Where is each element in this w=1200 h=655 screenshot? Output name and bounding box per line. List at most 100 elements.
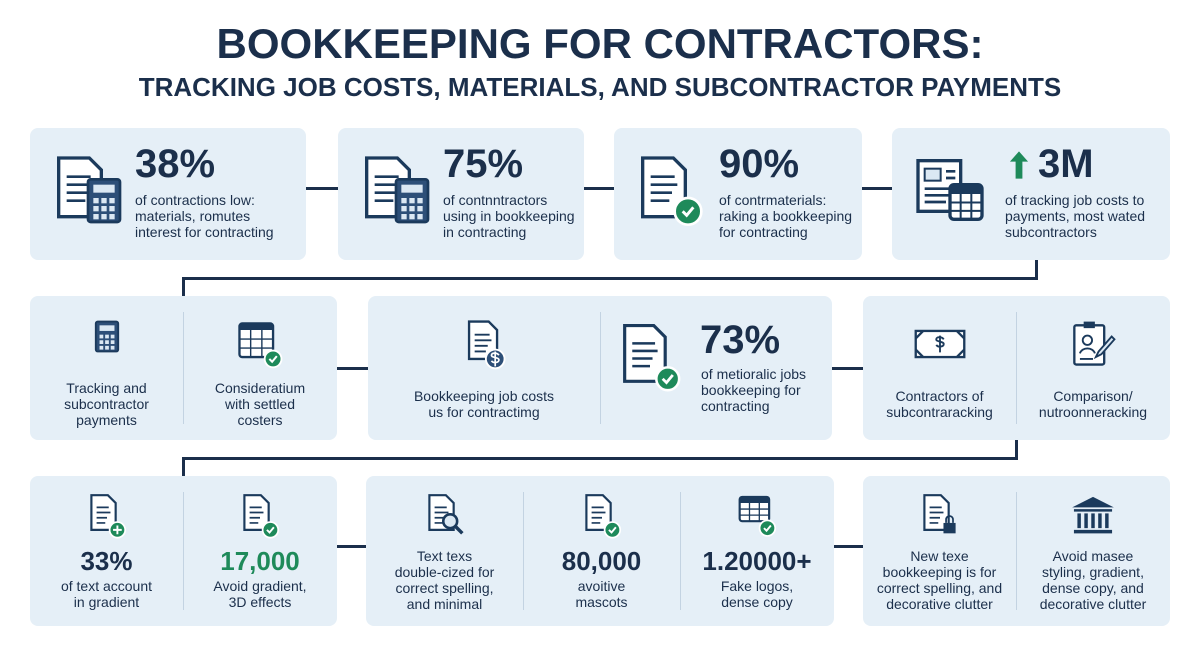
text-line: styling, gradient, (1042, 564, 1144, 580)
icon-part (914, 329, 965, 359)
icon-part (641, 156, 703, 226)
icon-part (739, 503, 770, 522)
text-line: subcontractor (64, 396, 149, 412)
text-line: subcontractors (1005, 224, 1097, 240)
connector (584, 187, 614, 190)
connector (306, 187, 338, 190)
stat-value: 75% (443, 142, 524, 186)
icon-part (1072, 496, 1114, 534)
icon-part (467, 320, 506, 370)
text-line: dense copy, and (1042, 580, 1144, 596)
icon-part (763, 524, 772, 533)
text-line: of text account (60, 578, 153, 594)
connector (182, 277, 1038, 280)
stat-value: 17,000 (220, 546, 300, 576)
icon-part (942, 522, 956, 534)
text-line: of contractions low: (135, 192, 255, 208)
text-line: Bookkeeping job costs (413, 388, 555, 404)
icon (81, 490, 133, 542)
icon-part (1077, 513, 1081, 529)
icon-part (916, 159, 984, 221)
icon (356, 150, 436, 230)
icon-part (99, 334, 103, 339)
icon (232, 316, 288, 372)
icon-part (434, 506, 448, 524)
icon-part (1083, 321, 1095, 329)
connector (337, 545, 366, 548)
icon-part (950, 194, 982, 220)
icon-part (914, 329, 965, 359)
icon-part (261, 521, 280, 539)
icon-part (89, 494, 126, 539)
connector (337, 367, 368, 370)
icon-part (409, 206, 415, 212)
icon-part (94, 320, 119, 353)
text-line: Contractors of (895, 388, 984, 404)
icon-part (268, 355, 278, 364)
connector (862, 187, 892, 190)
icon-part (239, 323, 274, 330)
icon-part (93, 198, 99, 204)
icon (731, 490, 783, 542)
icon-part (1073, 321, 1116, 366)
text-line: with settled (224, 396, 296, 412)
icon-part (1098, 513, 1102, 529)
text-line: subcontraracking (886, 404, 993, 420)
icon (48, 150, 128, 230)
icon-part (738, 495, 777, 537)
text-line: Tracking and (66, 380, 147, 396)
text-line: Text texs (416, 548, 473, 564)
icon (576, 490, 628, 542)
icon-part (417, 198, 423, 204)
text-line: avoitive (577, 578, 626, 594)
divider (183, 492, 184, 610)
text-line: Avoid masee (1052, 548, 1134, 564)
stat-value: 3M (1038, 142, 1094, 186)
icon-part (243, 494, 280, 539)
icon-part (99, 325, 114, 331)
text-line: nutroonneracking (1038, 404, 1148, 420)
connector (182, 277, 185, 296)
icon-part (104, 340, 109, 344)
text-line: in contracting (443, 224, 527, 240)
text-line: of contrmaterials: (719, 192, 827, 208)
connector (182, 457, 1018, 460)
text-line: bookkeeping is for (882, 564, 997, 580)
divider (600, 312, 601, 424)
icon-part (427, 494, 464, 535)
connector (834, 545, 863, 548)
icon-part (109, 206, 115, 212)
icon-part (1009, 151, 1029, 179)
text-line: double-cized for (394, 564, 495, 580)
icon-part (474, 333, 492, 353)
icon-part (1093, 335, 1116, 360)
stat-value: 80,000 (561, 546, 642, 576)
icon-part (1072, 496, 1114, 508)
icon-part (923, 167, 942, 182)
icon-part (101, 206, 107, 212)
stat-value: 73% (700, 318, 781, 362)
icon-part (374, 175, 402, 202)
icon-part (266, 526, 275, 534)
icon-part (950, 184, 982, 194)
icon-part (417, 214, 423, 220)
icon-part (101, 214, 107, 220)
text-line: for contracting (719, 224, 808, 240)
connector (1015, 440, 1018, 460)
icon (912, 316, 968, 372)
icon-part (110, 345, 114, 350)
icon-part (104, 345, 109, 350)
icon-part (57, 156, 122, 224)
icon-part (365, 156, 430, 224)
icon-part (1079, 347, 1096, 360)
icon (1065, 316, 1121, 372)
icon-part (110, 334, 114, 339)
text-line: Consideratium (214, 380, 306, 396)
text-line: Fake logos, (720, 578, 794, 594)
icon-part (99, 340, 103, 344)
icon (1002, 148, 1036, 182)
divider (1016, 492, 1017, 610)
icon-part (93, 214, 99, 220)
icon-part (1084, 513, 1088, 529)
icon-part (110, 340, 114, 344)
